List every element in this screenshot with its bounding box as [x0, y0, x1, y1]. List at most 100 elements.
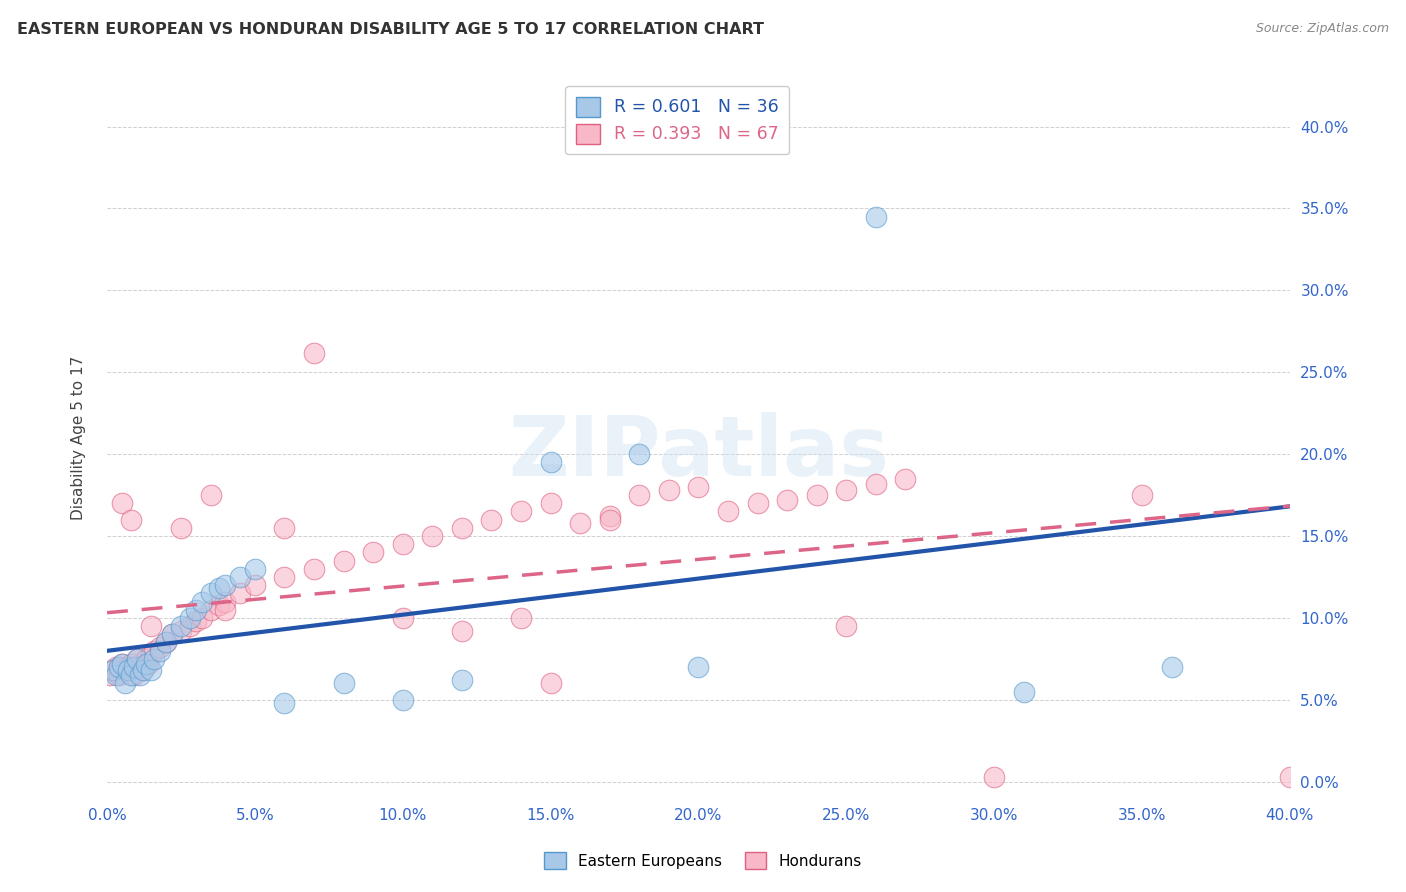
- Point: [117, 663, 139, 677]
- Point: [510, 611, 533, 625]
- Point: [1012, 684, 1035, 698]
- Point: [170, 521, 193, 535]
- Point: [628, 447, 651, 461]
- Point: [332, 676, 354, 690]
- Point: [332, 553, 354, 567]
- Point: [422, 529, 444, 543]
- Point: [179, 611, 201, 625]
- Point: [114, 676, 136, 690]
- Point: [208, 598, 231, 612]
- Point: [451, 673, 474, 687]
- Point: [835, 619, 858, 633]
- Point: [131, 663, 153, 677]
- Point: [120, 513, 142, 527]
- Point: [104, 660, 127, 674]
- Point: [273, 570, 295, 584]
- Point: [104, 668, 127, 682]
- Point: [229, 570, 252, 584]
- Point: [101, 663, 124, 677]
- Text: Source: ZipAtlas.com: Source: ZipAtlas.com: [1256, 22, 1389, 36]
- Point: [128, 668, 150, 682]
- Point: [361, 545, 384, 559]
- Point: [391, 693, 413, 707]
- Point: [894, 472, 917, 486]
- Point: [190, 611, 212, 625]
- Point: [214, 594, 236, 608]
- Point: [179, 619, 201, 633]
- Point: [717, 504, 740, 518]
- Point: [688, 480, 710, 494]
- Point: [510, 504, 533, 518]
- Point: [273, 521, 295, 535]
- Point: [143, 643, 166, 657]
- Point: [122, 660, 145, 674]
- Point: [117, 660, 139, 674]
- Point: [200, 603, 222, 617]
- Point: [141, 647, 163, 661]
- Point: [1130, 488, 1153, 502]
- Point: [155, 635, 177, 649]
- Point: [122, 668, 145, 682]
- Y-axis label: Disability Age 5 to 17: Disability Age 5 to 17: [72, 356, 86, 520]
- Legend: R = 0.601   N = 36, R = 0.393   N = 67: R = 0.601 N = 36, R = 0.393 N = 67: [565, 87, 789, 154]
- Point: [599, 509, 621, 524]
- Point: [111, 657, 134, 671]
- Point: [776, 493, 799, 508]
- Point: [200, 586, 222, 600]
- Point: [120, 668, 142, 682]
- Point: [229, 586, 252, 600]
- Point: [983, 770, 1005, 784]
- Point: [243, 578, 266, 592]
- Point: [835, 483, 858, 498]
- Point: [599, 513, 621, 527]
- Point: [149, 643, 172, 657]
- Point: [141, 619, 163, 633]
- Point: [184, 614, 207, 628]
- Point: [688, 660, 710, 674]
- Point: [170, 624, 193, 638]
- Point: [540, 496, 562, 510]
- Point: [138, 657, 160, 671]
- Point: [149, 640, 172, 655]
- Point: [134, 657, 156, 671]
- Point: [141, 663, 163, 677]
- Point: [101, 663, 124, 677]
- Text: ZIPatlas: ZIPatlas: [508, 412, 889, 492]
- Text: EASTERN EUROPEAN VS HONDURAN DISABILITY AGE 5 TO 17 CORRELATION CHART: EASTERN EUROPEAN VS HONDURAN DISABILITY …: [17, 22, 763, 37]
- Point: [184, 603, 207, 617]
- Point: [1278, 770, 1301, 784]
- Point: [806, 488, 828, 502]
- Point: [302, 562, 325, 576]
- Point: [190, 594, 212, 608]
- Point: [214, 578, 236, 592]
- Point: [214, 603, 236, 617]
- Point: [114, 663, 136, 677]
- Point: [125, 652, 148, 666]
- Point: [658, 483, 681, 498]
- Point: [108, 668, 131, 682]
- Point: [569, 516, 592, 530]
- Point: [170, 619, 193, 633]
- Point: [98, 668, 121, 682]
- Point: [128, 660, 150, 674]
- Point: [747, 496, 769, 510]
- Legend: Eastern Europeans, Hondurans: Eastern Europeans, Hondurans: [538, 846, 868, 875]
- Point: [865, 476, 887, 491]
- Point: [155, 635, 177, 649]
- Point: [451, 521, 474, 535]
- Point: [125, 652, 148, 666]
- Point: [160, 627, 183, 641]
- Point: [1160, 660, 1182, 674]
- Point: [451, 624, 474, 638]
- Point: [134, 652, 156, 666]
- Point: [160, 627, 183, 641]
- Point: [481, 513, 503, 527]
- Point: [143, 652, 166, 666]
- Point: [628, 488, 651, 502]
- Point: [540, 455, 562, 469]
- Point: [391, 537, 413, 551]
- Point: [208, 582, 231, 596]
- Point: [200, 488, 222, 502]
- Point: [302, 345, 325, 359]
- Point: [111, 496, 134, 510]
